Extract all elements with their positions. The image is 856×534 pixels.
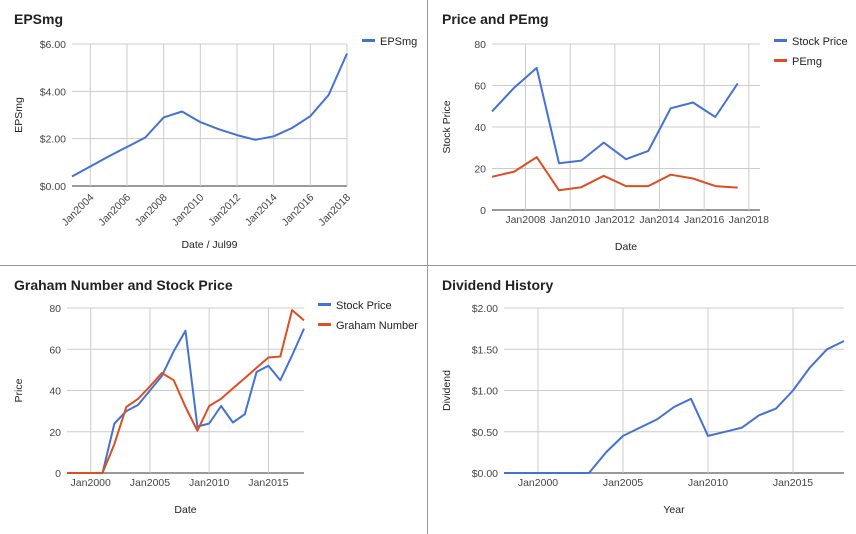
x-tick-label: Jan2014 <box>639 214 679 226</box>
x-tick-label: Jan2010 <box>169 192 206 229</box>
x-axis-title: Date <box>615 241 637 253</box>
y-tick-label: $0.50 <box>472 427 498 439</box>
y-axis-title: Stock Price <box>441 100 453 153</box>
x-tick-label: Jan2004 <box>59 192 96 229</box>
y-tick-label: 0 <box>55 468 61 480</box>
y-tick-label: $2.00 <box>472 303 498 315</box>
y-tick-label: 80 <box>474 39 486 51</box>
legend-label: EPSmg <box>380 36 417 48</box>
x-tick-label: Jan2010 <box>189 477 229 489</box>
panel-dividend-history: Dividend History $0.00 $0.50 $1.00 $1.50 $2.… <box>428 266 856 534</box>
series-line-graham-number <box>67 309 305 474</box>
y-tick-label: $0.00 <box>472 468 498 480</box>
y-tick-label: $2.00 <box>40 134 66 146</box>
legend-label: Stock Price <box>336 300 392 312</box>
y-axis-title: Dividend <box>441 370 453 411</box>
x-axis-title: Date <box>174 504 196 516</box>
x-tick-label: Jan2006 <box>96 192 133 229</box>
chart-title: Dividend History <box>442 277 554 293</box>
legend-label: Stock Price <box>792 36 848 48</box>
x-axis-title: Date / Jul99 <box>181 239 237 251</box>
x-tick-label: Jan2000 <box>71 477 111 489</box>
y-tick-label: 40 <box>474 122 486 134</box>
dividend-history-chart: $0.00 $0.50 $1.00 $1.50 $2.00 Jan2000 Jan2005 J… <box>441 303 845 516</box>
panel-epsmg: EPSmg $0.00 $2.00 $4.00 $6.00 Jan2004 Jan2006… <box>0 0 428 266</box>
panel-graham-number: Graham Number and Stock Price 0 20 40 60 80 J… <box>0 266 428 534</box>
y-tick-label: $1.50 <box>472 344 498 356</box>
x-tick-label: Jan2008 <box>133 192 170 229</box>
y-tick-label: 20 <box>49 427 61 439</box>
x-tick-label: Jan2016 <box>684 214 724 226</box>
x-tick-label: Jan2005 <box>130 477 170 489</box>
legend-swatch <box>318 303 331 306</box>
chart-title: Graham Number and Stock Price <box>14 277 233 293</box>
y-axis-title: EPSmg <box>13 97 25 133</box>
price-pemg-chart: 0 20 40 60 80 Jan2008 Jan2010 Jan2012 Jan2014 Jan… <box>441 36 848 253</box>
y-tick-label: $6.00 <box>40 39 66 51</box>
y-tick-label: $4.00 <box>40 86 66 98</box>
series-line-pemg <box>491 156 738 192</box>
y-tick-label: 40 <box>49 386 61 398</box>
epsmg-chart: $0.00 $2.00 $4.00 $6.00 Jan2004 Jan2006 Jan200… <box>13 36 417 251</box>
panel-price-pemg: Price and PEmg 0 20 40 60 80 Jan2008 Jan2010 Ja… <box>428 0 856 266</box>
legend-swatch <box>774 59 787 62</box>
x-tick-label: Jan2018 <box>316 192 353 229</box>
y-tick-label: 80 <box>49 303 61 315</box>
series-line-stock-price <box>491 66 739 165</box>
x-tick-label: Jan2015 <box>773 477 813 489</box>
legend-swatch <box>774 39 787 42</box>
chart-title: EPSmg <box>14 11 64 27</box>
legend-label: PEmg <box>792 56 822 68</box>
legend-label: Graham Number <box>336 320 418 332</box>
x-tick-label: Jan2010 <box>688 477 728 489</box>
y-tick-label: 60 <box>49 344 61 356</box>
y-tick-label: $0.00 <box>40 181 66 193</box>
y-tick-label: $1.00 <box>472 386 498 398</box>
x-tick-label: Jan2015 <box>248 477 288 489</box>
x-tick-label: Jan2012 <box>206 192 243 229</box>
y-tick-label: 20 <box>474 164 486 176</box>
series-line-dividend <box>504 340 845 474</box>
series-line-stock-price <box>67 328 305 474</box>
y-tick-label: 0 <box>480 205 486 217</box>
x-tick-label: Jan2012 <box>595 214 635 226</box>
graham-number-chart: 0 20 40 60 80 Jan2000 Jan2005 Jan2010 Jan2015 Dat… <box>13 300 418 516</box>
y-axis-title: Price <box>13 378 25 402</box>
x-tick-label: Jan2008 <box>505 214 545 226</box>
x-tick-label: Jan2010 <box>550 214 590 226</box>
x-tick-label: Jan2000 <box>518 477 558 489</box>
x-tick-label: Jan2018 <box>729 214 769 226</box>
series-line-epsmg <box>71 53 348 178</box>
x-axis-title: Year <box>663 504 685 516</box>
x-tick-label: Jan2005 <box>603 477 643 489</box>
legend-swatch <box>362 39 375 42</box>
x-tick-label: Jan2016 <box>279 192 316 229</box>
y-tick-label: 60 <box>474 81 486 93</box>
legend-swatch <box>318 323 331 326</box>
chart-title: Price and PEmg <box>442 11 549 27</box>
x-tick-label: Jan2014 <box>243 192 280 229</box>
